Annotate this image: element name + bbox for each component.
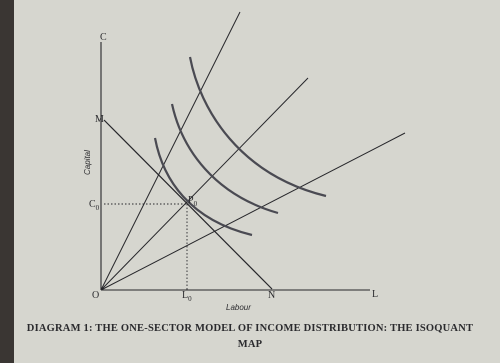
subscript: 0 <box>96 204 100 212</box>
isoquant <box>153 137 253 237</box>
y-title: Capital <box>83 150 92 175</box>
caption-line: DIAGRAM 1: THE ONE-SECTOR MODEL OF INCOM… <box>27 323 473 334</box>
ray <box>100 132 406 291</box>
origin-label: O <box>92 290 99 301</box>
point-n: N <box>268 290 275 301</box>
point-m: M <box>95 114 104 125</box>
point-l0: L0 <box>182 290 192 303</box>
point-c0: C0 <box>89 199 100 212</box>
label: L <box>182 290 188 301</box>
budget-line <box>103 119 273 290</box>
isoquant <box>188 56 327 198</box>
label: P <box>188 195 194 206</box>
point-p0: P0 <box>188 195 198 208</box>
diagram <box>100 11 406 291</box>
label: C <box>89 199 96 210</box>
x-axis-end: L <box>372 289 378 300</box>
y-axis-end: C <box>100 32 107 43</box>
subscript: 0 <box>194 200 198 208</box>
caption-line: MAP <box>238 339 263 350</box>
ray <box>100 11 241 291</box>
x-title: Labour <box>226 303 251 312</box>
book-edge <box>0 0 14 363</box>
ray <box>100 77 309 291</box>
isoquant <box>170 103 279 215</box>
subscript: 0 <box>188 295 192 303</box>
